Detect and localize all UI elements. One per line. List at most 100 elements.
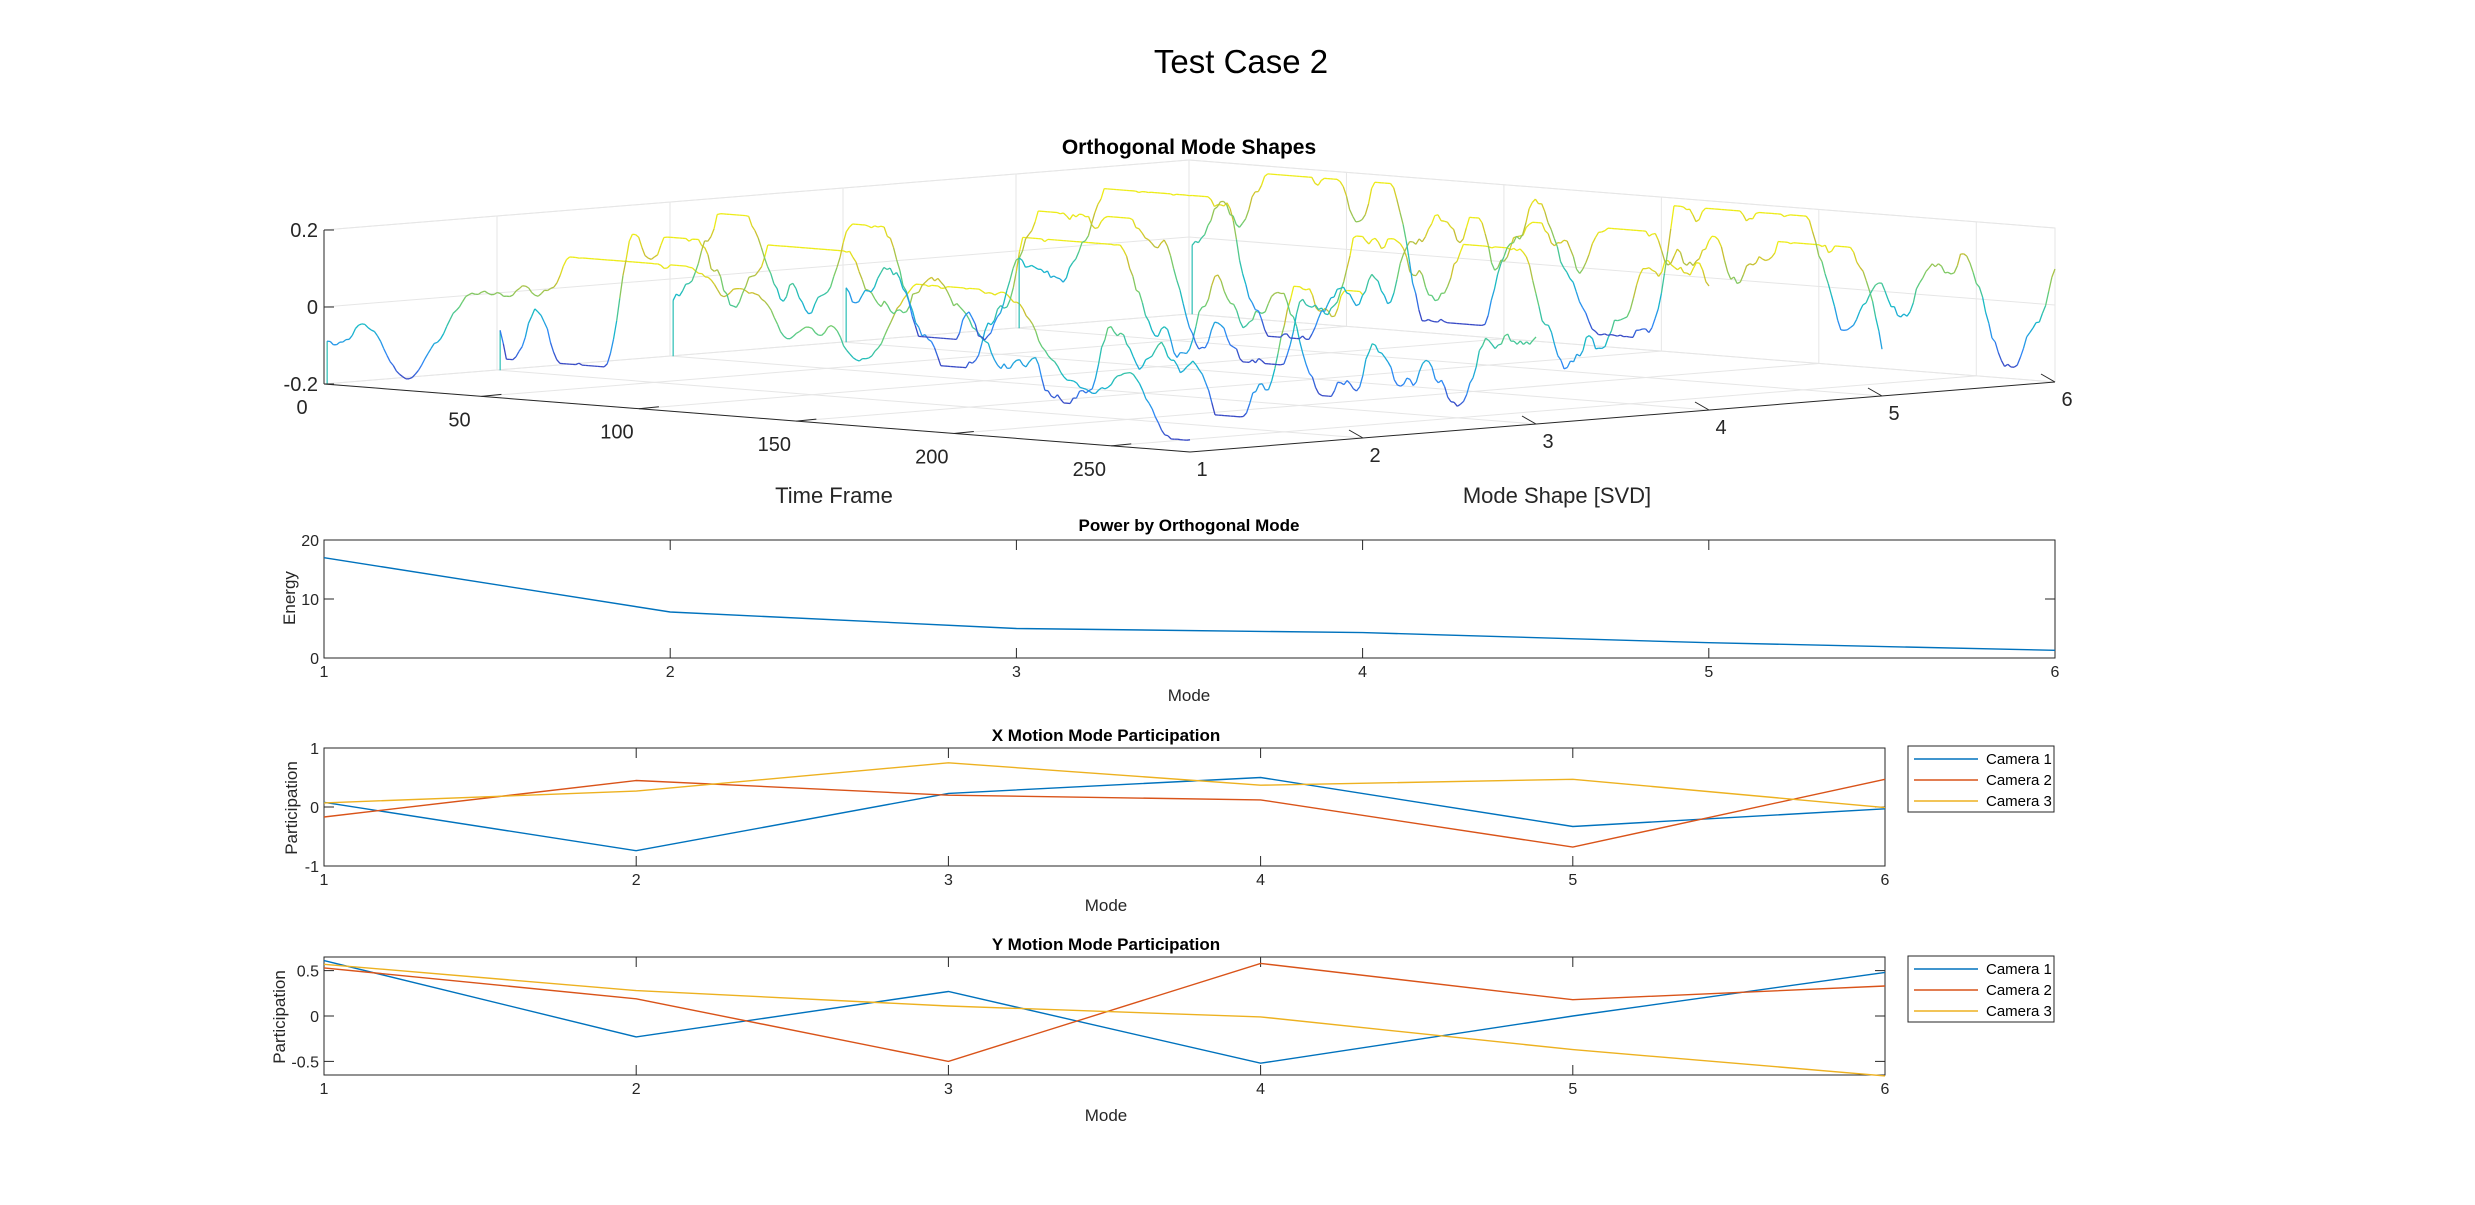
mode-shape-trace-segment xyxy=(1752,262,1757,266)
mode-shape-trace-segment xyxy=(997,305,1002,310)
mode-shape-trace-segment xyxy=(336,341,341,346)
mode-shape-trace-segment xyxy=(1371,273,1376,279)
mode-shape-trace-segment xyxy=(1494,344,1499,350)
mode-shape-trace-segment xyxy=(1183,352,1187,355)
mode-shape-trace-segment xyxy=(877,303,882,308)
mode-shape-trace-segment xyxy=(1003,306,1008,309)
x-tick-label: 2 xyxy=(632,872,641,889)
mode-shape-trace-segment xyxy=(1922,271,1927,279)
mode-shape-trace-segment xyxy=(1177,438,1181,441)
mode-shape-trace-segment xyxy=(1232,220,1238,240)
mode-shape-trace-segment xyxy=(1831,245,1836,252)
mode-shape-trace-segment xyxy=(625,240,630,260)
mode-shape-trace-segment xyxy=(1075,213,1080,218)
mode-shape-trace-segment xyxy=(1271,368,1276,381)
mode-shape-trace-segment xyxy=(644,254,649,259)
mode-shape-trace-segment xyxy=(1698,249,1704,259)
mode-shape-trace-segment xyxy=(1292,313,1298,333)
mode-shape-trace-segment xyxy=(628,234,633,242)
mode-shape-trace-segment xyxy=(1248,359,1253,363)
mode-shape-trace-segment xyxy=(2048,276,2053,292)
mode-shape-trace-segment xyxy=(1365,240,1370,245)
mode-shape-trace-segment xyxy=(1336,291,1342,302)
mode-shape-trace-segment xyxy=(792,282,797,289)
mode-shape-trace-segment xyxy=(566,256,571,261)
mode-shape-trace-segment xyxy=(1393,187,1398,200)
mode-shape-trace-segment xyxy=(1425,359,1430,363)
mode-shape-trace-segment xyxy=(1978,287,1984,298)
mode-shape-trace-segment xyxy=(1113,375,1119,380)
mode-shape-trace-segment xyxy=(549,342,555,353)
mode-shape-trace-segment xyxy=(1821,244,1826,248)
mode-shape-trace-segment xyxy=(752,292,756,295)
mode-shape-trace-segment xyxy=(1135,226,1140,230)
mode-shape-trace-segment xyxy=(1358,295,1364,305)
mode-shape-trace-segment xyxy=(2041,305,2047,314)
mode-shape-trace-segment xyxy=(1034,357,1040,365)
mode-shape-trace-segment xyxy=(477,291,482,295)
mode-shape-trace-segment xyxy=(1167,356,1172,361)
mode-shape-trace-segment xyxy=(1191,240,1196,246)
mode-shape-trace-segment xyxy=(909,286,914,292)
mode-shape-trace-segment xyxy=(1245,284,1250,298)
mode-shape-trace-segment xyxy=(987,343,993,354)
mode-shape-trace-segment xyxy=(1305,304,1310,307)
mode-shape-trace-segment xyxy=(1142,390,1147,400)
mode-shape-trace-segment xyxy=(2026,332,2031,338)
mode-shape-trace-segment xyxy=(1626,335,1631,338)
mode-shape-trace-segment xyxy=(861,290,866,297)
mode-shape-trace-segment xyxy=(1037,364,1043,379)
mode-shape-trace-segment xyxy=(370,329,375,333)
mode-shape-trace-segment xyxy=(1317,310,1323,319)
mode-shape-trace-segment xyxy=(609,339,615,354)
mode-shape-trace-segment xyxy=(1028,264,1032,268)
mode-shape-trace-segment xyxy=(1437,318,1442,323)
mode-shape-trace-segment xyxy=(1645,230,1650,237)
mode-shape-trace-segment xyxy=(1060,398,1065,404)
mode-shape-trace-segment xyxy=(713,214,718,229)
mode-shape-trace-segment xyxy=(1677,266,1682,271)
mode-shape-trace-segment xyxy=(849,223,854,228)
mode-shape-trace-segment xyxy=(1139,383,1144,391)
mode-shape-trace-segment xyxy=(1059,278,1064,283)
mode-shape-trace-segment xyxy=(1368,273,1373,281)
mode-shape-trace-segment xyxy=(1545,323,1549,326)
mode-shape-trace-segment xyxy=(1632,284,1638,299)
mode-tick-mark xyxy=(1521,415,1537,425)
mode-shape-trace-segment xyxy=(1828,250,1832,254)
mode-shape-trace-segment xyxy=(1346,255,1351,269)
mode-shape-trace-segment xyxy=(1705,281,1710,287)
mode-shape-trace-segment xyxy=(1314,304,1320,310)
mode-shape-trace-segment xyxy=(1314,182,1319,186)
mode-shape-trace-segment xyxy=(1396,240,1401,245)
mode-shape-trace-segment xyxy=(1528,202,1533,210)
grid-line xyxy=(1015,327,1883,397)
mode-shape-trace-segment xyxy=(1041,238,1046,243)
mode-shape-trace-segment xyxy=(1629,298,1635,310)
mode-shape-trace-segment xyxy=(1286,301,1292,315)
time-tick-label: 150 xyxy=(758,434,791,456)
mode-shape-trace-segment xyxy=(902,285,907,292)
mode-shape-trace-segment xyxy=(1547,325,1553,333)
mode-shape-trace-segment xyxy=(1013,359,1018,364)
mode-shape-trace-segment xyxy=(1399,243,1405,250)
mode-shape-trace-segment xyxy=(1308,288,1314,296)
mode-shape-trace-segment xyxy=(1632,330,1637,338)
mode-shape-trace-segment xyxy=(1088,390,1093,394)
mode-shape-trace-segment xyxy=(1195,364,1200,371)
mode-shape-trace-segment xyxy=(1062,277,1067,283)
mode-shape-trace-segment xyxy=(603,363,608,368)
mode-shape-trace-segment xyxy=(1670,264,1675,268)
mode-shape-trace-segment xyxy=(660,237,665,246)
mode-shape-trace-segment xyxy=(1012,259,1017,269)
mode-shape-trace-segment xyxy=(1044,238,1049,243)
mode-shape-trace-segment xyxy=(515,288,520,292)
mode-shape-trace-segment xyxy=(1651,232,1656,235)
mode-shape-trace-segment xyxy=(905,305,911,313)
mode-shape-trace-segment xyxy=(861,279,867,290)
mode-shape-trace-segment xyxy=(531,308,536,317)
mode-shape-trace-segment xyxy=(1547,233,1552,244)
mode-shape-trace-segment xyxy=(723,290,728,295)
mode-shape-trace-segment xyxy=(1151,408,1157,418)
x-motion-title: X Motion Mode Participation xyxy=(992,726,1221,745)
